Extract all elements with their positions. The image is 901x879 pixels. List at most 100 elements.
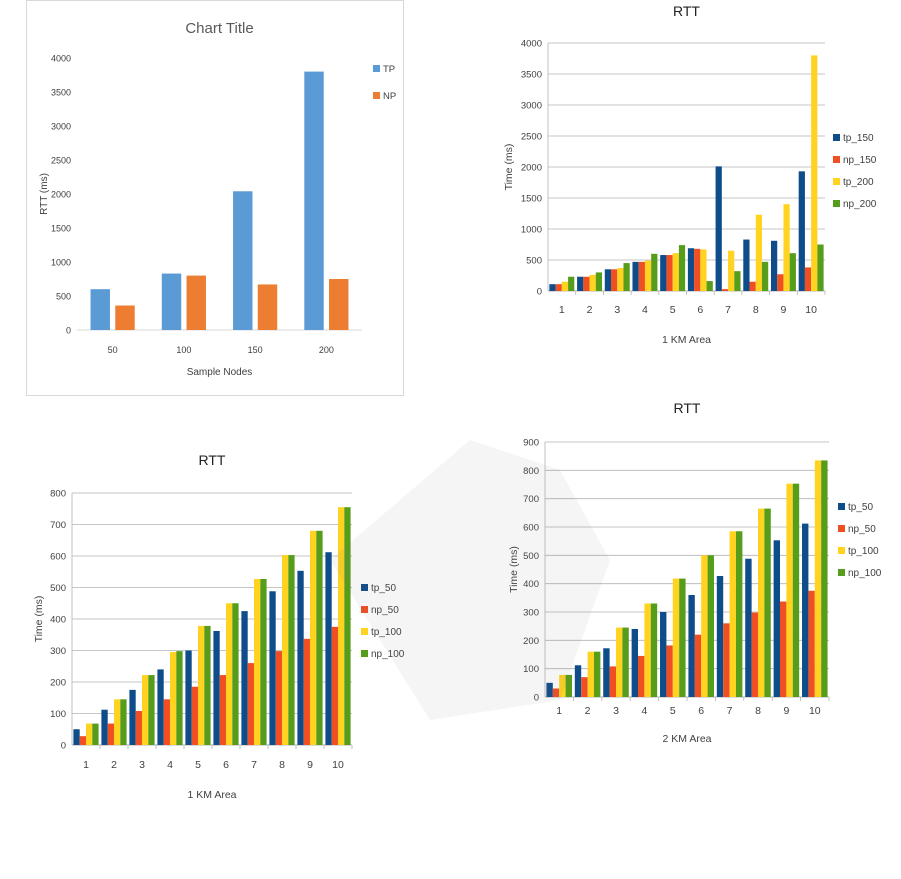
bar-np_200-2 bbox=[595, 272, 603, 291]
x-tick-label: 100 bbox=[176, 345, 191, 355]
bar-tp_150-7 bbox=[715, 166, 722, 291]
bar-tp_150-2 bbox=[577, 276, 584, 291]
legend-label: tp_200 bbox=[843, 177, 874, 188]
x-axis-label: 1 KM Area bbox=[662, 334, 711, 346]
bar-np_200-1 bbox=[568, 276, 575, 291]
legend-swatch bbox=[361, 650, 368, 657]
bar-np_100-1 bbox=[565, 674, 572, 697]
bar-tp_200-8 bbox=[755, 214, 762, 291]
bar-tp_50-5 bbox=[185, 650, 192, 745]
y-tick-label: 3500 bbox=[51, 88, 71, 98]
bar-np_150-3 bbox=[611, 269, 618, 291]
bar-np_50-7 bbox=[247, 663, 254, 745]
bar-np_50-4 bbox=[163, 699, 170, 745]
bar-tp_200-10 bbox=[811, 55, 818, 292]
y-tick-label: 500 bbox=[523, 551, 539, 562]
x-tick-label: 7 bbox=[725, 304, 731, 316]
x-tick-label: 2 bbox=[587, 304, 593, 316]
bar-np-200 bbox=[329, 279, 349, 330]
bar-np_100-7 bbox=[260, 578, 267, 745]
bar-np_100-4 bbox=[176, 651, 183, 745]
bar-np_200-10 bbox=[817, 244, 824, 291]
chart-svg-top-right: RTT 0 500 1000 1500 2000 2500 3000 3500 4000 1 2 3 4 5… bbox=[503, 3, 877, 346]
legend-label: np_100 bbox=[371, 649, 405, 660]
bar-tp_50-1 bbox=[546, 682, 553, 697]
legend-swatch bbox=[838, 503, 845, 510]
bar-tp-50 bbox=[90, 289, 110, 330]
x-tick-label: 8 bbox=[755, 705, 761, 717]
bar-np_100-9 bbox=[792, 483, 800, 697]
bar-np_150-1 bbox=[555, 284, 562, 291]
bar-np_150-10 bbox=[804, 267, 812, 291]
bar-np-150 bbox=[257, 284, 278, 330]
bar-np_50-3 bbox=[135, 710, 142, 745]
bar-tp_100-8 bbox=[282, 555, 289, 745]
bar-np_100-6 bbox=[232, 603, 239, 745]
y-tick-label: 400 bbox=[50, 615, 66, 626]
bar-tp_100-2 bbox=[114, 699, 121, 745]
bar-tp_150-3 bbox=[604, 269, 612, 291]
chart-title: RTT bbox=[673, 3, 700, 19]
x-tick-label: 4 bbox=[642, 304, 648, 316]
x-tick-label: 6 bbox=[223, 759, 229, 771]
x-tick-label: 7 bbox=[251, 759, 257, 771]
legend-label: NP bbox=[383, 91, 396, 102]
bar-tp_100-10 bbox=[814, 460, 822, 697]
y-tick-label: 900 bbox=[523, 438, 539, 449]
bar-np_100-4 bbox=[650, 603, 658, 697]
bar-tp_50-1 bbox=[73, 729, 80, 745]
bar-np_100-3 bbox=[622, 627, 629, 697]
bar-tp_50-9 bbox=[773, 540, 781, 697]
bar-tp_200-3 bbox=[617, 268, 624, 291]
bar-tp_100-9 bbox=[310, 530, 317, 745]
bar-np_200-4 bbox=[651, 253, 658, 291]
legend-label: tp_100 bbox=[848, 546, 879, 557]
bar-tp_50-10 bbox=[802, 523, 809, 697]
bar-np_200-5 bbox=[678, 245, 686, 291]
x-tick-label: 5 bbox=[195, 759, 201, 771]
legend-label: np_200 bbox=[843, 199, 877, 210]
x-tick-label: 9 bbox=[307, 759, 313, 771]
legend-swatch bbox=[833, 178, 840, 185]
legend-label: tp_50 bbox=[371, 583, 396, 594]
x-tick-label: 10 bbox=[809, 705, 821, 717]
legend-swatch bbox=[838, 569, 845, 576]
y-tick-label: 500 bbox=[56, 292, 71, 302]
y-axis-label: Time (ms) bbox=[33, 596, 45, 643]
bar-tp_100-7 bbox=[254, 578, 261, 745]
bar-np_150-9 bbox=[777, 274, 784, 291]
chart-sample-nodes: Chart Title 0 500 1000 1500 2000 2500 3000 3500 4… bbox=[26, 0, 404, 396]
legend-swatch bbox=[838, 547, 845, 554]
y-tick-label: 100 bbox=[523, 664, 539, 675]
x-tick-label: 7 bbox=[727, 705, 733, 717]
legend-swatch bbox=[833, 134, 840, 141]
x-tick-label: 2 bbox=[111, 759, 117, 771]
y-tick-label: 800 bbox=[50, 489, 66, 500]
legend-swatch bbox=[361, 584, 368, 591]
bar-tp_100-1 bbox=[559, 674, 566, 697]
bar-np_50-6 bbox=[219, 675, 226, 745]
x-tick-label: 5 bbox=[670, 304, 676, 316]
y-tick-label: 100 bbox=[50, 709, 66, 720]
y-tick-label: 500 bbox=[526, 256, 542, 267]
bar-tp_50-6 bbox=[213, 630, 220, 745]
bar-np_100-6 bbox=[707, 555, 714, 697]
y-tick-label: 700 bbox=[50, 520, 66, 531]
bar-tp_200-9 bbox=[783, 204, 790, 291]
x-tick-label: 2 bbox=[585, 705, 591, 717]
chart-svg-bottom-right: RTT 0 100 200 300 400 500 600 700 800 900 1 2 3 4 5 6 7 8 9… bbox=[508, 400, 882, 745]
bar-tp_100-8 bbox=[758, 508, 765, 697]
bar-np_200-3 bbox=[623, 263, 630, 291]
bar-np-50 bbox=[115, 305, 135, 330]
bar-tp_50-2 bbox=[101, 709, 108, 745]
bar-np_50-5 bbox=[191, 686, 198, 745]
y-tick-label: 1000 bbox=[51, 258, 71, 268]
bar-np_50-10 bbox=[331, 626, 338, 745]
bar-tp_100-6 bbox=[226, 603, 233, 745]
y-tick-label: 800 bbox=[523, 466, 539, 477]
bar-tp_100-7 bbox=[729, 531, 736, 697]
y-tick-label: 0 bbox=[66, 326, 71, 336]
bar-np_50-2 bbox=[107, 723, 114, 745]
bar-tp-200 bbox=[304, 71, 324, 330]
y-tick-label: 4000 bbox=[51, 54, 71, 64]
